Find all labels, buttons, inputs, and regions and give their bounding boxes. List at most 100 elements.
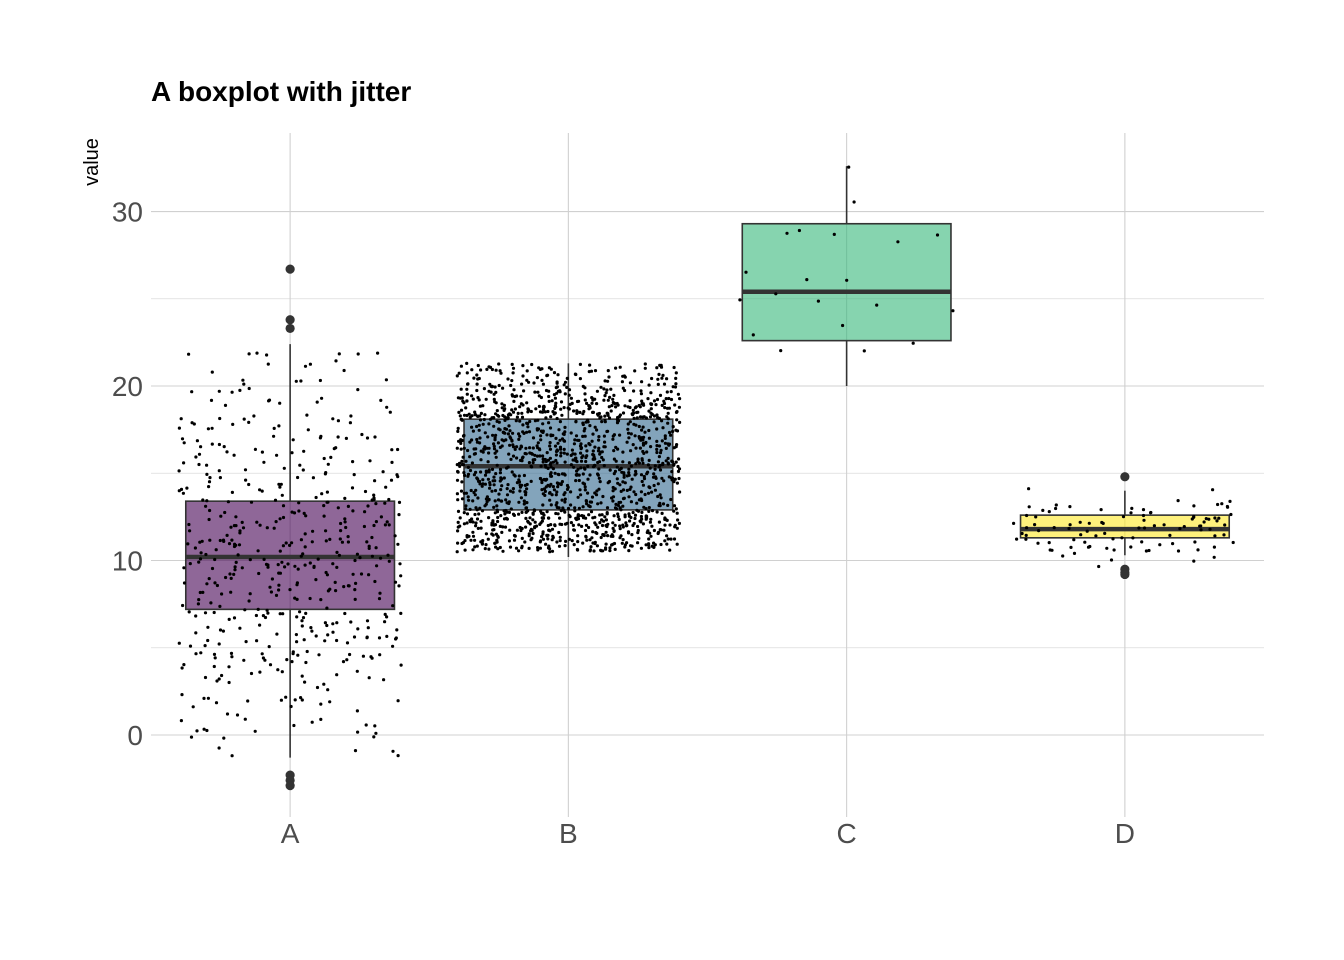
jitter-point [351, 509, 355, 513]
jitter-point [551, 467, 556, 471]
jitter-point [468, 455, 472, 459]
jitter-point [541, 503, 545, 507]
jitter-point [219, 514, 223, 518]
jitter-point [633, 516, 637, 521]
jitter-point [672, 365, 676, 370]
jitter-point [541, 382, 546, 386]
jitter-point [304, 611, 308, 616]
jitter-point [534, 407, 538, 411]
jitter-point [230, 655, 234, 659]
jitter-point [1222, 533, 1226, 537]
jitter-point [296, 653, 300, 657]
jitter-point [536, 390, 540, 394]
jitter-point [476, 377, 480, 381]
jitter-point [563, 491, 567, 495]
jitter-point [374, 731, 378, 735]
jitter-point [281, 504, 286, 508]
jitter-point [462, 510, 466, 515]
jitter-point [599, 415, 603, 419]
jitter-point [372, 523, 376, 528]
jitter-point [584, 444, 588, 448]
jitter-point [238, 626, 242, 630]
jitter-point [563, 497, 567, 501]
jitter-point [597, 446, 601, 450]
jitter-point [600, 523, 605, 528]
jitter-point [349, 620, 353, 624]
jitter-point [548, 550, 552, 554]
jitter-point [477, 512, 481, 516]
jitter-point [637, 424, 641, 429]
jitter-point [662, 399, 666, 403]
jitter-point [377, 597, 382, 601]
jitter-point [536, 548, 540, 552]
jitter-point [352, 635, 357, 639]
jitter-point [590, 536, 594, 540]
jitter-point [378, 653, 382, 657]
jitter-point [557, 482, 561, 486]
jitter-point [581, 541, 585, 545]
jitter-point [544, 459, 548, 464]
jitter-point [507, 424, 511, 428]
jitter-point [1020, 531, 1024, 536]
jitter-point [583, 467, 587, 471]
jitter-point [471, 534, 476, 538]
jitter-point [256, 607, 260, 612]
jitter-point [550, 527, 555, 531]
jitter-point [623, 375, 627, 379]
jitter-point [552, 488, 557, 492]
jitter-point [665, 377, 669, 381]
jitter-point [517, 478, 521, 482]
jitter-point [636, 541, 640, 545]
jitter-point [635, 416, 639, 420]
jitter-point [459, 441, 463, 445]
jitter-point [499, 477, 503, 481]
jitter-point [331, 630, 335, 634]
jitter-point [628, 381, 633, 385]
jitter-point [629, 432, 633, 436]
jitter-point [383, 501, 387, 505]
jitter-point [499, 514, 503, 518]
jitter-point [243, 608, 247, 612]
jitter-point [493, 385, 497, 389]
jitter-point [631, 523, 635, 528]
jitter-point [1027, 487, 1031, 491]
jitter-point [634, 492, 638, 497]
jitter-point [1141, 513, 1146, 518]
jitter-point [585, 502, 589, 506]
jitter-point [664, 459, 668, 463]
jitter-point [372, 497, 376, 501]
jitter-point [1215, 519, 1219, 523]
jitter-point [266, 611, 270, 615]
jitter-point [674, 460, 678, 464]
jitter-point [210, 370, 214, 374]
jitter-point [501, 413, 505, 418]
jitter-point [232, 544, 237, 549]
jitter-point [396, 475, 400, 479]
jitter-point [238, 388, 242, 392]
jitter-point [621, 538, 625, 542]
jitter-point [352, 473, 356, 477]
jitter-point [488, 382, 492, 386]
jitter-point [308, 362, 312, 366]
jitter-point [656, 460, 661, 464]
jitter-point [322, 514, 326, 518]
jitter-point [266, 362, 270, 366]
jitter-point [539, 434, 543, 438]
jitter-point [360, 432, 364, 437]
jitter-point [595, 489, 599, 493]
jitter-point [487, 365, 491, 369]
jitter-point [492, 523, 496, 527]
jitter-point [302, 638, 306, 642]
jitter-point [387, 559, 391, 563]
jitter-point [490, 532, 494, 536]
jitter-point [580, 524, 584, 529]
jitter-point [547, 394, 551, 399]
jitter-point [845, 278, 849, 282]
jitter-point [341, 660, 346, 664]
jitter-point [529, 479, 533, 483]
jitter-point [611, 437, 615, 441]
jitter-point [626, 427, 630, 431]
jitter-point [215, 583, 219, 588]
jitter-point [663, 523, 667, 527]
jitter-point [1103, 531, 1107, 536]
